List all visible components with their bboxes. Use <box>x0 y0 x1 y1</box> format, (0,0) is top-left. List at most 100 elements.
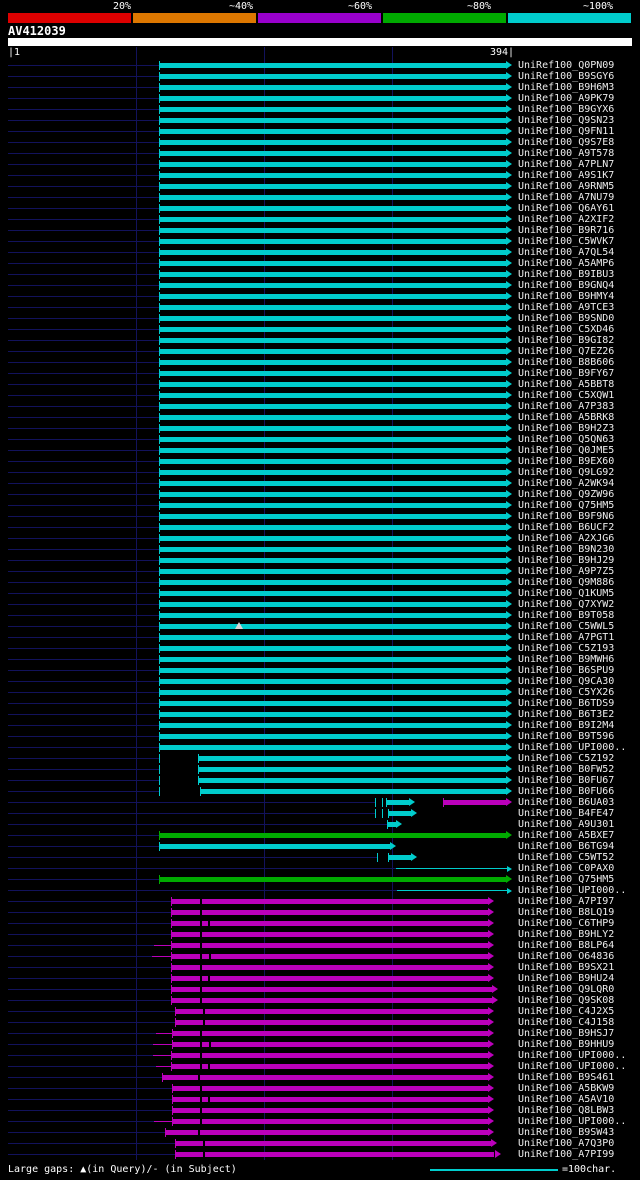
hit-bar[interactable] <box>159 107 506 112</box>
hit-label[interactable]: UniRef100_A5BKW9 <box>518 1083 615 1094</box>
hit-bar[interactable] <box>170 899 489 904</box>
hit-bar[interactable] <box>159 635 506 640</box>
hit-bar[interactable] <box>159 74 506 79</box>
hit-bar[interactable] <box>197 756 506 761</box>
hit-bar[interactable] <box>159 250 506 255</box>
hit-label[interactable]: UniRef100_A7QL54 <box>518 247 615 258</box>
hit-bar[interactable] <box>159 833 506 838</box>
hit-label[interactable]: UniRef100_B9HSJ7 <box>518 1028 615 1039</box>
hit-label[interactable]: UniRef100_B0FU67 <box>518 775 615 786</box>
hit-bar[interactable] <box>164 1130 489 1135</box>
hit-bar[interactable] <box>159 382 506 387</box>
hit-label[interactable]: UniRef100_Q6AY61 <box>518 203 615 214</box>
hit-bar[interactable] <box>159 228 506 233</box>
hit-label[interactable]: UniRef100_B9HLY2 <box>518 929 615 940</box>
hit-label[interactable]: UniRef100_A2WK94 <box>518 478 615 489</box>
hit-label[interactable]: UniRef100_Q5QN63 <box>518 434 615 445</box>
hit-bar[interactable] <box>388 855 412 860</box>
hit-label[interactable]: UniRef100_B9HU24 <box>518 973 615 984</box>
hit-label[interactable]: UniRef100_A9U301 <box>518 819 615 830</box>
hit-bar[interactable] <box>159 624 506 629</box>
hit-label[interactable]: UniRef100_A5AV10 <box>518 1094 615 1105</box>
hit-label[interactable]: UniRef100_Q9SN23 <box>518 115 615 126</box>
hit-label[interactable]: UniRef100_A7NU79 <box>518 192 615 203</box>
hit-bar[interactable] <box>159 668 506 673</box>
hit-label[interactable]: UniRef100_Q9M886 <box>518 577 615 588</box>
hit-label[interactable]: UniRef100_Q75HM5 <box>518 500 615 511</box>
hit-bar[interactable] <box>170 998 492 1003</box>
hit-label[interactable]: UniRef100_A7P383 <box>518 401 615 412</box>
hit-bar[interactable] <box>159 415 506 420</box>
hit-bar[interactable] <box>170 910 489 915</box>
hit-bar[interactable] <box>159 679 506 684</box>
hit-bar[interactable] <box>159 63 506 68</box>
hit-bar[interactable] <box>159 272 506 277</box>
hit-bar[interactable] <box>159 536 506 541</box>
hit-bar[interactable] <box>170 976 489 981</box>
hit-label[interactable]: UniRef100_B9HHU9 <box>518 1039 615 1050</box>
hit-bar[interactable] <box>159 657 506 662</box>
hit-bar[interactable] <box>159 294 506 299</box>
hit-label[interactable]: UniRef100_Q0JME5 <box>518 445 615 456</box>
hit-bar[interactable] <box>159 195 506 200</box>
hit-label[interactable]: UniRef100_C4J2X5 <box>518 1006 615 1017</box>
hit-bar[interactable] <box>159 118 506 123</box>
hit-label[interactable]: UniRef100_B6UCF2 <box>518 522 615 533</box>
hit-label[interactable]: UniRef100_Q9FN11 <box>518 126 615 137</box>
hit-bar[interactable] <box>159 877 506 882</box>
hit-label[interactable]: UniRef100_B9I2M4 <box>518 720 615 731</box>
hit-label[interactable]: UniRef100_B0FU66 <box>518 786 615 797</box>
hit-label[interactable]: UniRef100_B9IBU3 <box>518 269 615 280</box>
hit-bar[interactable] <box>159 492 506 497</box>
hit-bar[interactable] <box>159 151 506 156</box>
hit-bar[interactable] <box>159 569 506 574</box>
hit-label[interactable]: UniRef100_B8B606 <box>518 357 615 368</box>
hit-bar[interactable] <box>159 96 506 101</box>
hit-bar[interactable] <box>159 437 506 442</box>
hit-label[interactable]: UniRef100_B9GI82 <box>518 335 615 346</box>
hit-label[interactable]: UniRef100_C5WT52 <box>518 852 615 863</box>
hit-label[interactable]: UniRef100_C5XD46 <box>518 324 615 335</box>
hit-bar[interactable] <box>159 745 506 750</box>
hit-label[interactable]: UniRef100_B6TDS9 <box>518 698 615 709</box>
hit-label[interactable]: UniRef100_B9MWH6 <box>518 654 615 665</box>
hit-label[interactable]: UniRef100_A7PI97 <box>518 896 615 907</box>
hit-bar[interactable] <box>170 921 489 926</box>
hit-bar[interactable] <box>172 1086 489 1091</box>
hit-bar[interactable] <box>200 789 506 794</box>
hit-label[interactable]: UniRef100_UPI000.. <box>518 742 627 753</box>
hit-label[interactable]: UniRef100_C5WWL5 <box>518 621 615 632</box>
hit-label[interactable]: UniRef100_A7PGT1 <box>518 632 615 643</box>
hit-label[interactable]: UniRef100_A7Q3P0 <box>518 1138 615 1149</box>
hit-label[interactable]: UniRef100_A5BRK8 <box>518 412 615 423</box>
hit-label[interactable]: UniRef100_UPI000.. <box>518 1050 627 1061</box>
hit-bar[interactable] <box>159 371 506 376</box>
hit-bar[interactable] <box>159 349 506 354</box>
hit-label[interactable]: UniRef100_B9F9N6 <box>518 511 615 522</box>
hit-bar[interactable] <box>159 481 506 486</box>
hit-label[interactable]: UniRef100_Q75HM5 <box>518 874 615 885</box>
hit-bar[interactable] <box>159 217 506 222</box>
hit-label[interactable]: UniRef100_A5BBT8 <box>518 379 615 390</box>
hit-bar[interactable] <box>159 591 506 596</box>
hit-bar[interactable] <box>159 844 390 849</box>
hit-bar[interactable] <box>385 800 409 805</box>
hit-label[interactable]: UniRef100_Q9LQR0 <box>518 984 615 995</box>
hit-label[interactable]: UniRef100_Q7EZ26 <box>518 346 615 357</box>
hit-bar[interactable] <box>162 1075 489 1080</box>
hit-label[interactable]: UniRef100_B9EX60 <box>518 456 615 467</box>
hit-bar[interactable] <box>159 184 506 189</box>
hit-bar[interactable] <box>197 767 506 772</box>
hit-bar[interactable] <box>159 305 506 310</box>
hit-label[interactable]: UniRef100_B0FW52 <box>518 764 615 775</box>
hit-label[interactable]: UniRef100_B6TG94 <box>518 841 615 852</box>
hit-label[interactable]: UniRef100_C5YX26 <box>518 687 615 698</box>
hit-label[interactable]: UniRef100_C0PAX0 <box>518 863 615 874</box>
hit-label[interactable]: UniRef100_C5XQW1 <box>518 390 615 401</box>
hit-bar[interactable] <box>159 448 506 453</box>
hit-bar[interactable] <box>174 1020 489 1025</box>
hit-bar[interactable] <box>159 426 506 431</box>
hit-bar[interactable] <box>159 360 506 365</box>
hit-label[interactable]: UniRef100_A5AMP6 <box>518 258 615 269</box>
hit-label[interactable]: UniRef100_UPI000.. <box>518 1116 627 1127</box>
